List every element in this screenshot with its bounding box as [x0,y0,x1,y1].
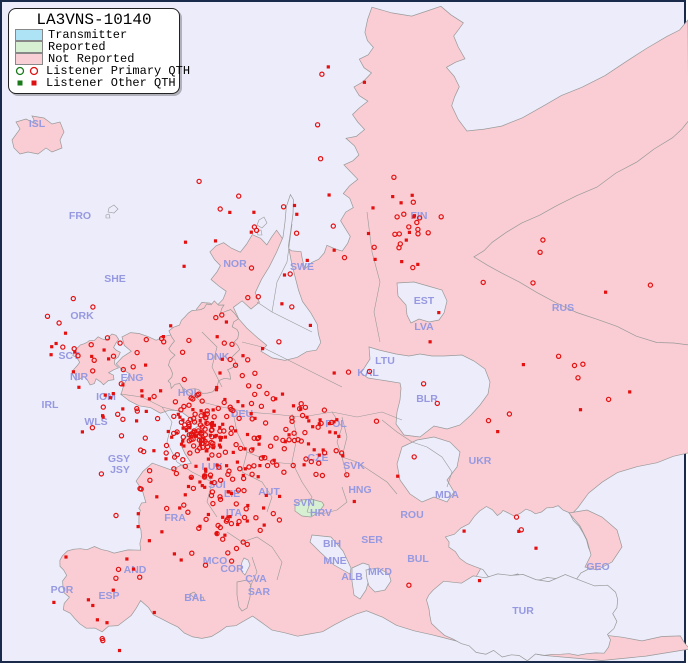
svg-text:LVA: LVA [414,321,434,333]
svg-text:FRO: FRO [69,210,91,222]
svg-text:AUT: AUT [258,486,280,498]
svg-text:IRL: IRL [42,399,60,411]
svg-text:CVA: CVA [245,573,267,585]
svg-text:BIH: BIH [323,538,341,550]
svg-text:ISL: ISL [29,118,46,130]
svg-text:NOR: NOR [223,258,247,270]
svg-text:COR: COR [220,563,244,575]
svg-text:ENG: ENG [121,372,144,384]
svg-text:DNK: DNK [207,351,230,363]
svg-text:HNG: HNG [348,484,371,496]
svg-text:ALB: ALB [341,571,363,583]
svg-text:ROU: ROU [400,509,423,521]
svg-text:FRA: FRA [164,512,186,524]
svg-text:BAL: BAL [184,592,206,604]
svg-text:SVK: SVK [343,460,365,472]
svg-text:POR: POR [51,584,74,596]
svg-text:RUS: RUS [552,302,574,314]
svg-text:SER: SER [361,534,383,546]
svg-text:MNE: MNE [323,555,346,567]
svg-text:MKD: MKD [368,566,392,578]
svg-text:SCT: SCT [59,350,81,362]
svg-text:LTU: LTU [375,355,395,367]
svg-text:SWE: SWE [290,261,314,273]
svg-text:SHE: SHE [104,273,126,285]
svg-text:EST: EST [414,295,435,307]
svg-text:BUL: BUL [407,553,429,565]
svg-text:AND: AND [124,564,147,576]
svg-text:ORK: ORK [70,310,94,322]
svg-text:TUR: TUR [512,605,534,617]
svg-text:ESP: ESP [98,590,119,602]
svg-text:MDA: MDA [435,489,459,501]
svg-text:UKR: UKR [469,455,492,467]
svg-text:JSY: JSY [110,464,130,476]
svg-text:HRV: HRV [310,507,332,519]
svg-text:SAR: SAR [248,586,271,598]
svg-text:GEO: GEO [586,561,609,573]
